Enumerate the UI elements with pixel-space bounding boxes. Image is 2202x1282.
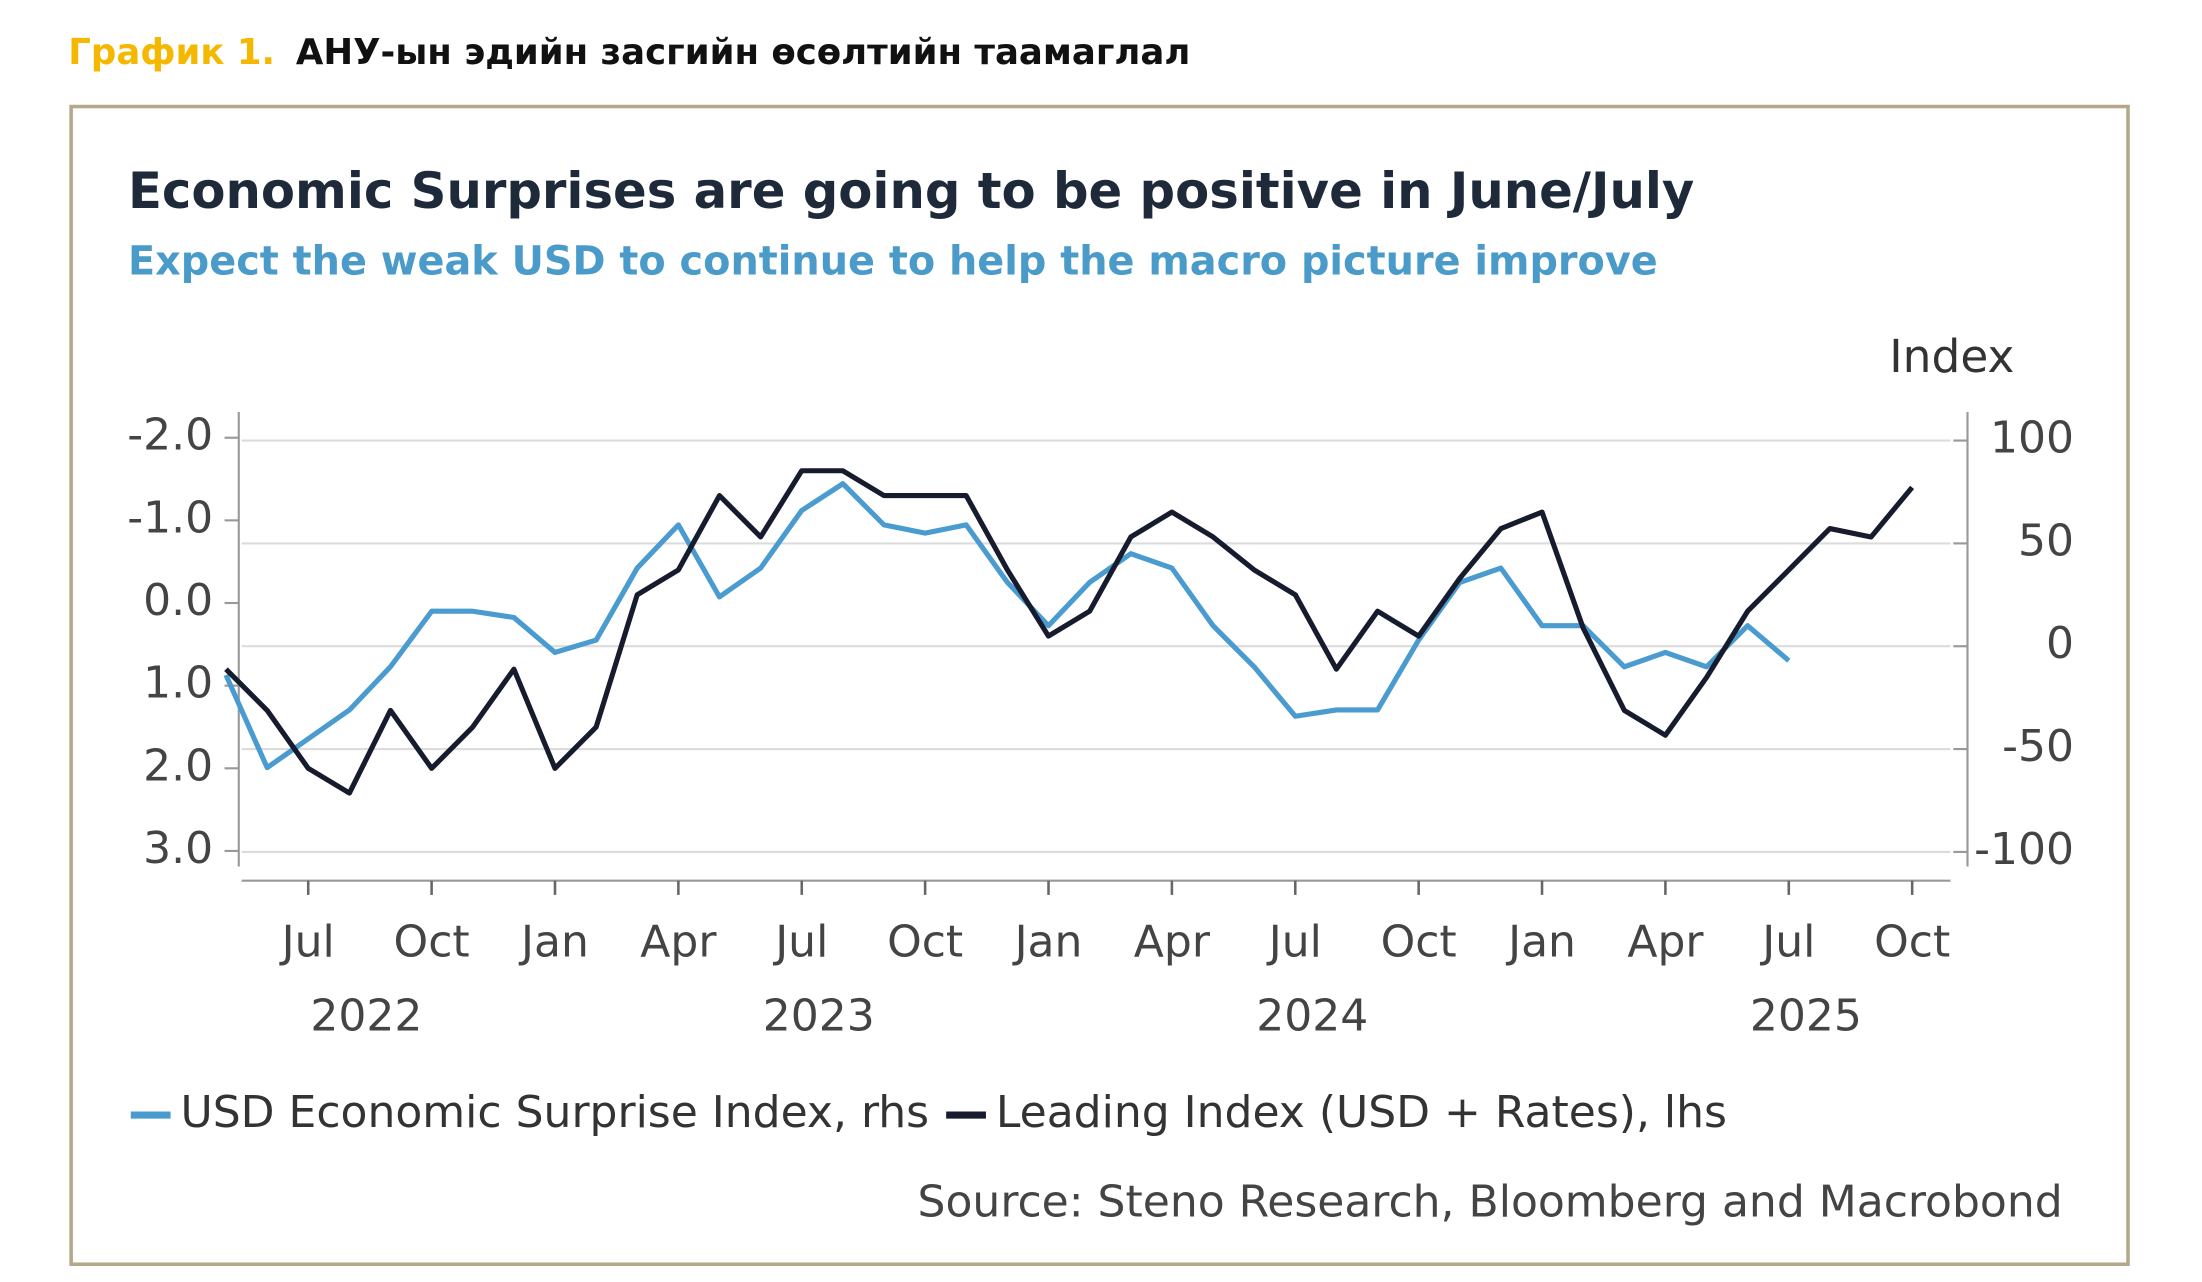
y2-tick-label: 100 <box>1990 413 2074 464</box>
x-tick-label: Oct <box>887 917 963 968</box>
header-title: АНУ-ын эдийн засгийн өсөлтийн таамаглал <box>296 32 1190 73</box>
chart-subtitle: Expect the weak USD to continue to help … <box>128 239 1658 285</box>
series-line <box>224 468 1915 796</box>
x-tick-label: Jul <box>772 917 828 968</box>
y-tick-label: 3.0 <box>143 823 213 874</box>
header: График 1. АНУ-ын эдийн засгийн өсөлтийн … <box>68 32 1190 73</box>
y2-tick-label: 50 <box>2018 515 2074 566</box>
x-year-label: 2025 <box>1750 990 1862 1041</box>
y2-tick-label: -100 <box>1974 824 2074 875</box>
header-label: График 1. <box>68 32 275 73</box>
x-tick-label: Jan <box>1505 917 1576 968</box>
x-tick-label: Oct <box>1874 917 1950 968</box>
frame <box>69 104 2130 1267</box>
x-tick-label: Jan <box>1012 917 1083 968</box>
y-tick-label: 2.0 <box>143 740 213 791</box>
y2-tick-label: 0 <box>2046 618 2074 669</box>
legend-label: Leading Index (USD + Rates), lhs <box>996 1087 1727 1138</box>
y-tick-label: 0.0 <box>143 575 213 626</box>
x-tick-label: Oct <box>394 917 470 968</box>
legend-label: USD Economic Surprise Index, rhs <box>181 1087 930 1138</box>
x-year-label: 2023 <box>763 990 875 1041</box>
x-tick-label: Jan <box>518 917 589 968</box>
y2-axis-label: Index <box>1889 330 2014 383</box>
x-tick-label: Apr <box>640 917 717 968</box>
y-tick-label: -2.0 <box>127 410 213 461</box>
x-tick-label: Apr <box>1134 917 1211 968</box>
x-tick-label: Oct <box>1381 917 1457 968</box>
source: Source: Steno Research, Bloomberg and Ma… <box>918 1177 2063 1228</box>
x-year-label: 2024 <box>1256 990 1368 1041</box>
x-tick-label: Apr <box>1627 917 1704 968</box>
y2-tick-label: -50 <box>2002 721 2074 772</box>
x-tick-label: Jul <box>1759 917 1815 968</box>
y-tick-label: 1.0 <box>143 658 213 709</box>
x-year-label: 2022 <box>310 990 422 1041</box>
x-tick-label: Jul <box>1266 917 1322 968</box>
y-tick-label: -1.0 <box>127 492 213 543</box>
x-tick-label: Jul <box>279 917 335 968</box>
series-line <box>223 481 1791 771</box>
chart-title: Economic Surprises are going to be posit… <box>128 162 1694 220</box>
